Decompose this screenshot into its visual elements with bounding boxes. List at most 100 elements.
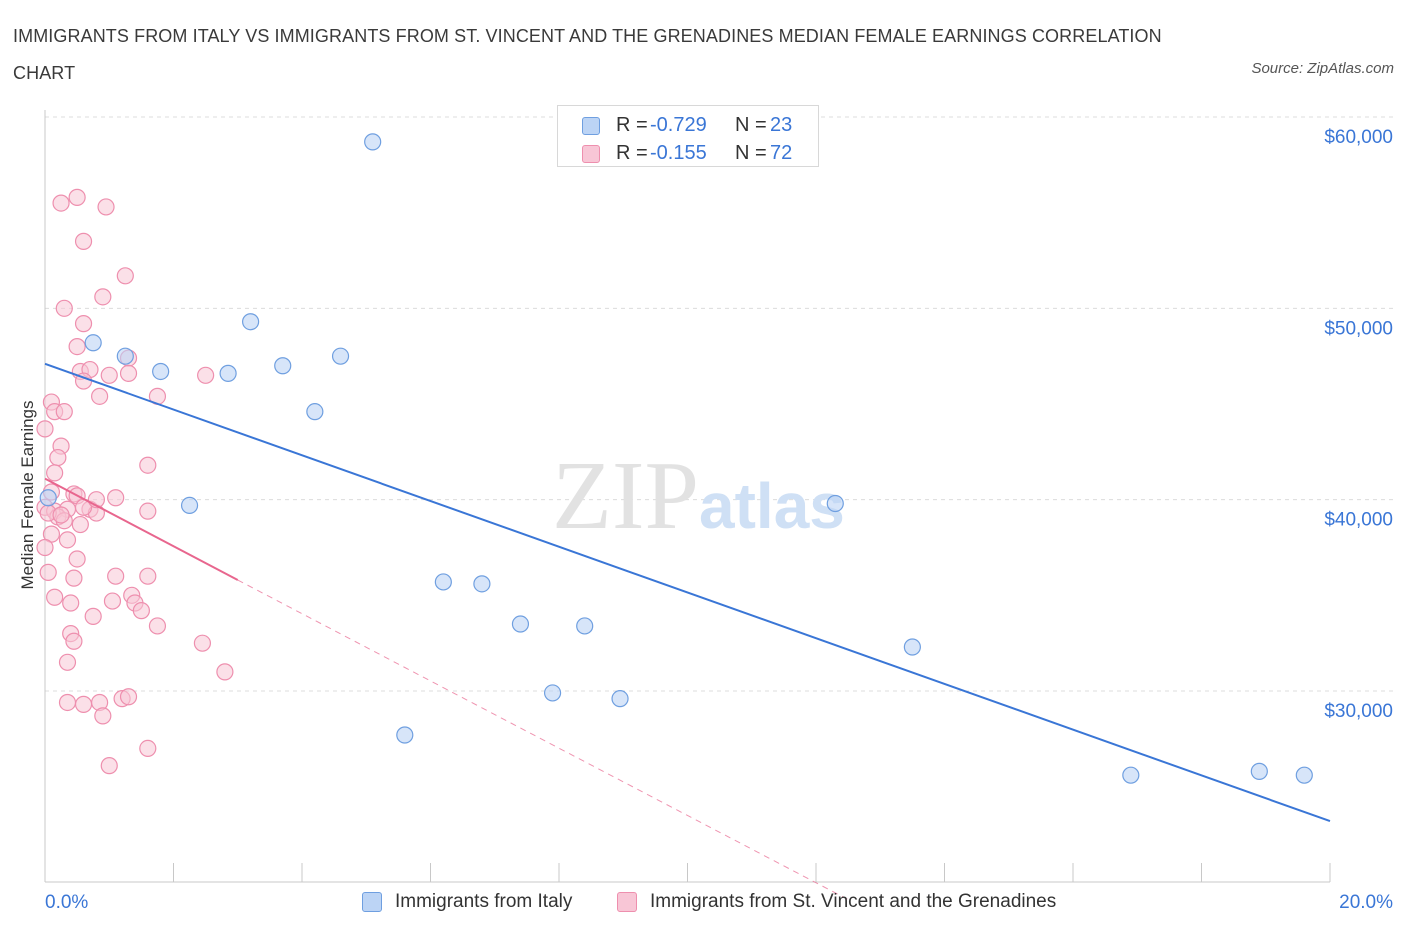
n-label: N = — [735, 114, 767, 136]
n-value: 23 — [770, 114, 793, 136]
chart-title: IMMIGRANTS FROM ITALY VS IMMIGRANTS FROM… — [13, 26, 1162, 83]
svg-point — [62, 594, 80, 612]
svg-point — [49, 448, 67, 467]
svg-point — [39, 563, 57, 581]
svg-point — [139, 502, 157, 520]
svg-point — [36, 538, 54, 557]
x-tick-label: 0.0% — [45, 892, 88, 913]
source-label: Source: ZipAtlas.com — [1251, 60, 1394, 77]
svg-swatch — [582, 145, 600, 163]
italy-point — [219, 364, 237, 382]
r-value: -0.155 — [650, 142, 707, 164]
svg-point — [55, 403, 73, 421]
correlation-legend: R = -0.729 N = 23 R = -0.155 N = 72 — [557, 105, 819, 167]
italy-point — [116, 347, 134, 365]
svg-point — [119, 364, 138, 382]
svg-point — [36, 420, 54, 438]
svg-point — [46, 588, 64, 606]
svg-point — [65, 569, 83, 587]
tick-labels: $30,000 $40,000 $50,000 $60,000 0.0% 20.0% — [45, 127, 1393, 913]
italy-point — [1250, 762, 1268, 780]
svg-point — [119, 688, 138, 706]
svg-point — [148, 617, 167, 635]
svg-point — [46, 464, 64, 482]
svg-point — [68, 550, 86, 568]
series-legend: Immigrants from Italy Immigrants from St… — [0, 888, 1406, 916]
italy-point — [543, 684, 562, 702]
y-tick-label: $30,000 — [1324, 701, 1393, 722]
svg-point — [94, 707, 112, 725]
svg-point — [52, 506, 70, 524]
legend-label: Immigrants from St. Vincent and the Gren… — [650, 891, 1057, 912]
n-value: 72 — [770, 142, 793, 164]
r-label: R = — [616, 114, 648, 136]
y-tick-label: $40,000 — [1324, 510, 1393, 531]
italy-point — [511, 615, 530, 633]
italy-point — [364, 133, 382, 151]
svg-point — [58, 531, 77, 549]
svg-point — [55, 299, 73, 317]
watermark-atlas: atlas — [699, 470, 845, 542]
italy-point — [396, 726, 414, 744]
svg-trend-extension — [237, 579, 849, 900]
italy-point — [306, 403, 324, 421]
x-tick-label: 20.0% — [1339, 892, 1393, 913]
italy-point — [576, 617, 594, 635]
svg-point — [91, 387, 109, 405]
y-axis-label: Median Female Earnings — [18, 401, 37, 590]
svg-point — [139, 567, 157, 585]
svg-point — [65, 632, 83, 650]
italy-point — [903, 638, 921, 656]
svg-swatch — [617, 892, 637, 912]
watermark-zip: ZIP — [552, 442, 699, 550]
italy-point — [611, 690, 629, 708]
italy-trend-line — [44, 362, 1331, 823]
n-label: N = — [735, 142, 767, 164]
italy-point — [1295, 766, 1313, 784]
svg-point — [197, 366, 215, 384]
r-value: -0.729 — [650, 114, 707, 136]
svg-point — [103, 592, 122, 610]
italy-point — [434, 573, 452, 591]
italy-point — [1122, 766, 1140, 784]
italy-point — [152, 362, 170, 381]
svg-point — [216, 663, 234, 681]
svg-point — [193, 634, 212, 652]
y-tick-label: $50,000 — [1324, 318, 1393, 339]
watermark: ZIPatlas — [552, 442, 845, 550]
italy-point — [84, 334, 102, 352]
r-label: R = — [616, 142, 648, 164]
svg-point — [52, 194, 70, 212]
svg-point — [116, 267, 134, 285]
italy-point — [180, 496, 199, 515]
svg-point — [100, 757, 118, 775]
series-svg-points — [36, 188, 234, 775]
y-tick-label: $60,000 — [1324, 127, 1393, 148]
svg-point — [71, 515, 89, 534]
svg-point — [139, 739, 157, 758]
svg-point — [107, 489, 125, 507]
italy-point — [473, 575, 491, 593]
italy-swatch — [582, 117, 600, 135]
svg-point — [58, 693, 77, 712]
svg-trend-line — [44, 477, 239, 581]
italy-swatch — [362, 892, 382, 912]
svg-point — [97, 198, 115, 216]
italy-point — [39, 489, 57, 507]
svg-point — [74, 232, 93, 250]
svg-point — [68, 338, 86, 356]
svg-point — [139, 456, 157, 474]
italy-point — [826, 494, 844, 513]
svg-point — [100, 366, 118, 384]
italy-point — [331, 347, 350, 365]
italy-point — [274, 357, 292, 375]
italy-point — [242, 313, 260, 331]
svg-point — [107, 567, 125, 585]
svg-point — [94, 288, 112, 306]
series-italy-points — [39, 133, 1313, 784]
svg-point — [68, 188, 86, 206]
svg-point — [74, 315, 93, 333]
svg-point — [84, 607, 102, 625]
legend-label: Immigrants from Italy — [395, 891, 573, 912]
